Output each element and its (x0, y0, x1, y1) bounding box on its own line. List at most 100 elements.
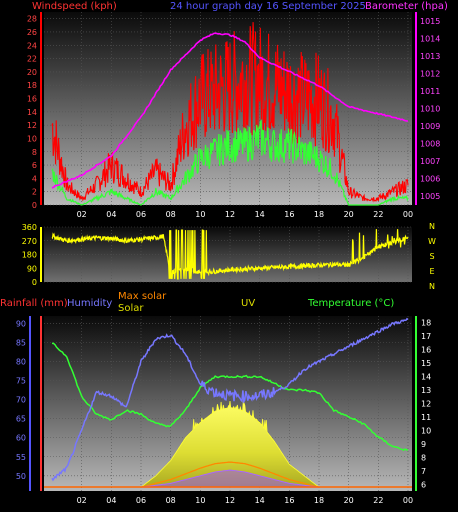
compass-tick-label: W (428, 237, 436, 246)
barometer-tick-label: 1008 (420, 140, 440, 149)
wind-tick-label: 6 (32, 161, 37, 170)
time-tick-label: 06 (136, 210, 146, 219)
temperature-tick-label: 8 (421, 453, 426, 462)
compass-tick-label: S (429, 252, 434, 261)
wind-tick-label: 4 (32, 174, 37, 183)
temperature-tick-label: 9 (421, 440, 426, 449)
time-tick-label: 08 (166, 210, 176, 219)
wind-tick-label: 2 (32, 188, 37, 197)
windspeed-label: Windspeed (kph) (32, 1, 117, 12)
humidity-tick-label: 90 (16, 320, 26, 329)
barometer-tick-label: 1009 (420, 122, 440, 131)
barometer-tick-label: 1012 (420, 69, 440, 78)
barometer-tick-label: 1010 (420, 105, 440, 114)
humidity-label: Humidity (67, 298, 112, 309)
wind-tick-label: 14 (27, 108, 37, 117)
direction-tick-label: 0 (32, 278, 37, 287)
temperature-tick-label: 16 (421, 346, 431, 355)
time-tick-label: 00 (403, 210, 413, 219)
temperature-tick-label: 12 (421, 400, 431, 409)
time-tick-label: 18 (314, 496, 324, 505)
time-tick-label: 10 (195, 210, 205, 219)
wind-tick-label: 10 (27, 134, 37, 143)
temperature-tick-label: 15 (421, 359, 431, 368)
humidity-tick-label: 75 (16, 377, 26, 386)
wind-tick-label: 20 (27, 68, 37, 77)
time-tick-label: 12 (225, 496, 235, 505)
time-tick-label: 14 (255, 210, 265, 219)
wind-tick-label: 26 (27, 28, 37, 37)
direction-tick-label: 270 (22, 237, 37, 246)
temperature-tick-label: 18 (421, 319, 431, 328)
wind-tick-label: 28 (27, 15, 37, 24)
barometer-tick-label: 1015 (420, 17, 440, 26)
temperature-tick-label: 7 (421, 467, 426, 476)
max-solar-line (140, 461, 320, 488)
time-tick-label: 22 (373, 496, 383, 505)
time-tick-label: 14 (255, 496, 265, 505)
time-tick-label: 22 (373, 210, 383, 219)
temperature-tick-label: 11 (421, 413, 431, 422)
time-tick-label: 20 (344, 496, 354, 505)
time-tick-label: 04 (106, 210, 116, 219)
barometer-tick-label: 1006 (420, 175, 440, 184)
humidity-tick-label: 65 (16, 415, 26, 424)
humidity-tick-label: 80 (16, 358, 26, 367)
humidity-tick-label: 70 (16, 396, 26, 405)
time-tick-label: 10 (195, 496, 205, 505)
humidity-tick-label: 50 (16, 472, 26, 481)
time-tick-label: 20 (344, 210, 354, 219)
wind-tick-label: 0 (32, 201, 37, 210)
time-tick-label: 02 (77, 496, 87, 505)
barometer-tick-label: 1013 (420, 52, 440, 61)
temperature-label: Temperature (°C) (307, 298, 394, 309)
time-tick-label: 04 (106, 496, 116, 505)
direction-tick-label: 90 (27, 264, 37, 273)
chart-title: 24 hour graph day 16 September 2025 (170, 1, 366, 12)
wind-tick-label: 12 (27, 121, 37, 130)
direction-tick-label: 360 (22, 223, 37, 232)
rainfall-label: Rainfall (mm) (0, 298, 68, 309)
time-tick-label: 18 (314, 210, 324, 219)
wind-tick-label: 18 (27, 81, 37, 90)
direction-tick-label: 180 (22, 251, 37, 260)
barometer-line (51, 32, 409, 189)
temperature-tick-label: 10 (421, 426, 431, 435)
max-solar-label: Max solar (118, 291, 167, 302)
temperature-tick-label: 13 (421, 386, 431, 395)
humidity-tick-label: 60 (16, 434, 26, 443)
barometer-tick-label: 1007 (420, 157, 440, 166)
time-tick-label: 06 (136, 496, 146, 505)
time-tick-label: 08 (166, 496, 176, 505)
wind-gust-line (51, 22, 409, 203)
series-layer (44, 22, 412, 488)
temperature-tick-label: 17 (421, 332, 431, 341)
wind-average-line (51, 119, 409, 206)
compass-tick-label: N (429, 222, 435, 231)
barometer-tick-label: 1011 (420, 87, 440, 96)
time-tick-label: 16 (284, 210, 294, 219)
wind-tick-label: 8 (32, 148, 37, 157)
temperature-tick-label: 14 (421, 373, 431, 382)
humidity-tick-label: 85 (16, 339, 26, 348)
humidity-line (51, 317, 409, 482)
time-tick-label: 02 (77, 210, 87, 219)
compass-tick-label: N (429, 282, 435, 291)
time-tick-label: 00 (403, 496, 413, 505)
time-tick-label: 12 (225, 210, 235, 219)
barometer-tick-label: 1005 (420, 192, 440, 201)
humidity-tick-label: 55 (16, 453, 26, 462)
uv-area (140, 469, 320, 488)
barometer-label: Barometer (hpa) (365, 1, 448, 12)
wind-tick-label: 24 (27, 41, 37, 50)
compass-tick-label: E (429, 267, 434, 276)
wind-direction-line (51, 229, 409, 280)
solar-label: Solar (118, 303, 144, 314)
uv-label: UV (241, 298, 255, 309)
temperature-line (52, 342, 409, 452)
axis-layer: 0246810121416182022242628100510061007100… (16, 12, 440, 505)
barometer-tick-label: 1014 (420, 34, 440, 43)
solar-area (139, 400, 321, 488)
time-tick-label: 16 (284, 496, 294, 505)
